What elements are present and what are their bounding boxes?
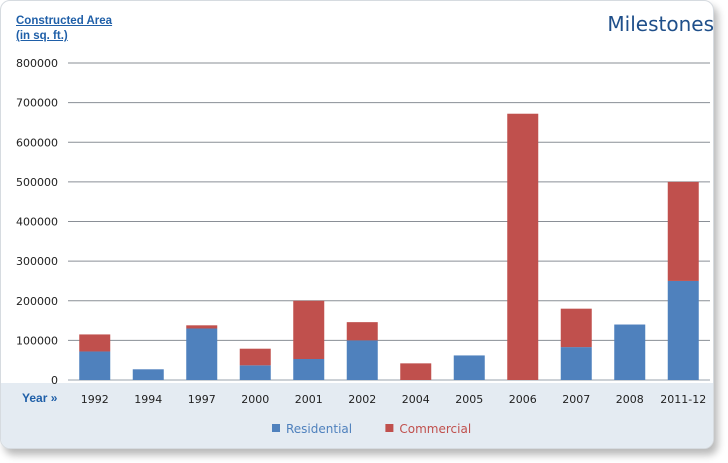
x-tick-label: 2000 [241,393,269,406]
bar-residential-2000 [239,365,271,380]
y-tick-label: 300000 [16,255,58,268]
bar-commercial-2001 [293,300,325,359]
legend-swatch-commercial [385,424,394,432]
legend-label-residential: Residential [286,422,352,436]
x-tick-label: 1994 [134,393,162,406]
x-tick-label: 2002 [348,393,376,406]
y-tick-label: 100000 [16,334,58,347]
bar-residential-2011-12 [667,280,699,380]
bar-commercial-1992 [79,334,111,352]
x-axis-title[interactable]: Year » [22,391,58,405]
y-axis-title-line1: Constructed Area [16,15,113,27]
y-axis-title[interactable]: Constructed Area (in sq. ft.) [16,14,131,44]
bar-commercial-2000 [239,348,271,366]
bar-residential-1994 [132,369,164,380]
x-tick-label: 2005 [455,393,483,406]
x-axis-band [1,383,713,448]
y-tick-label: 700000 [16,97,58,110]
y-tick-label: 500000 [16,176,58,189]
y-tick-label: 400000 [16,216,58,229]
y-axis-title-line2: (in sq. ft.) [16,30,68,42]
bar-residential-1997 [186,328,218,380]
bar-commercial-2002 [346,322,378,341]
bar-commercial-2006 [507,113,539,380]
y-tick-label: 600000 [16,136,58,149]
legend-swatch-residential [272,424,280,432]
y-tick-label: 0 [51,374,58,387]
y-tick-label: 200000 [16,295,58,308]
bar-residential-2008 [614,324,646,380]
x-tick-label: 2011-12 [660,393,706,406]
bar-residential-2002 [346,340,378,380]
bar-residential-2001 [293,358,325,380]
x-tick-label: 1992 [81,393,109,406]
bar-commercial-2007 [560,308,592,348]
x-tick-label: 2006 [509,393,537,406]
bar-residential-1992 [79,351,111,380]
bar-residential-2005 [453,355,485,380]
x-tick-label: 1997 [188,393,216,406]
bar-commercial-2011-12 [667,181,699,281]
bar-commercial-1997 [186,325,218,329]
bar-residential-2007 [560,347,592,380]
x-tick-label: 2001 [295,393,323,406]
y-tick-label: 800000 [16,57,58,70]
x-tick-label: 2008 [616,393,644,406]
x-tick-label: 2004 [402,393,430,406]
x-tick-label: 2007 [562,393,590,406]
page-title: Milestones [607,12,714,36]
legend-label-commercial: Commercial [399,422,471,436]
bar-commercial-2004 [400,363,432,380]
